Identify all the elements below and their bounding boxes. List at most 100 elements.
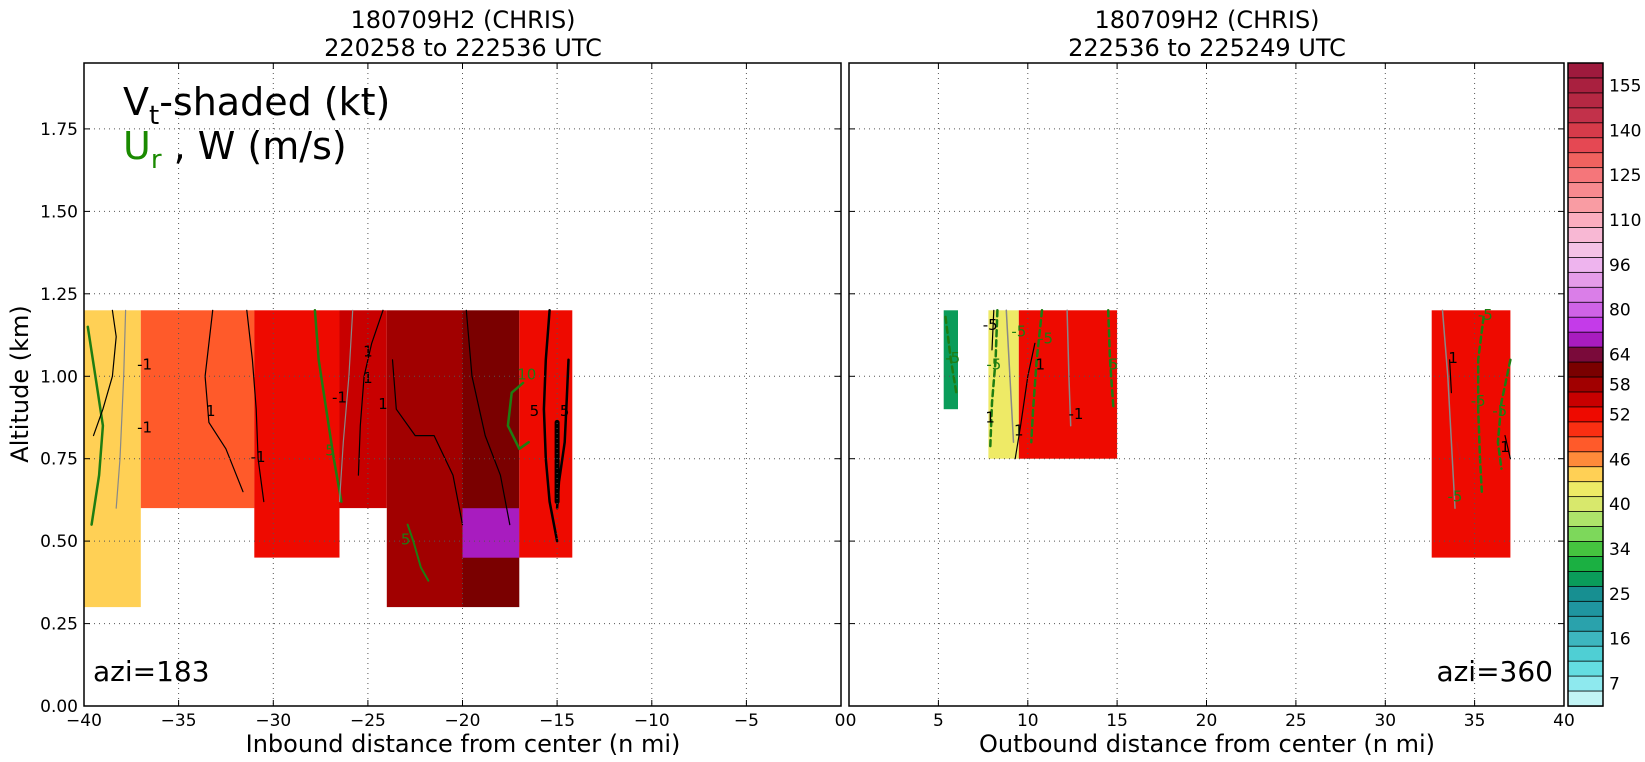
left-x-ticks: −40 −35 −30 −25 −20 −15 −10 −5 0 bbox=[66, 63, 845, 731]
colorbar-cell-105 bbox=[1567, 227, 1604, 244]
left-contour-label-10: 5 bbox=[560, 402, 570, 420]
left-contour-2 bbox=[115, 309, 127, 509]
right-contour-3 bbox=[1106, 309, 1115, 411]
colorbar-cell-40 bbox=[1567, 496, 1604, 513]
colorbar-label-16: 16 bbox=[1609, 630, 1631, 650]
left-contour-label-9: 5 bbox=[530, 402, 540, 420]
colorbar-cell-50 bbox=[1567, 421, 1604, 438]
left-contour-label-1: -1 bbox=[137, 418, 152, 436]
colorbar-cells bbox=[1567, 62, 1604, 707]
left-ytick-label-3: 0.75 bbox=[40, 450, 78, 470]
left-y-ticks: 0.00 0.25 0.50 0.75 1.00 1.25 1.50 1.75 bbox=[40, 120, 841, 717]
colorbar-frame bbox=[1567, 62, 1604, 707]
left-grid bbox=[84, 63, 841, 706]
right-contour-label-0: -5 bbox=[945, 349, 960, 367]
colorbar-cell-110 bbox=[1567, 212, 1604, 229]
colorbar-cell-100 bbox=[1567, 242, 1604, 259]
right-contour-label-7: -5 bbox=[1038, 329, 1053, 347]
y-axis-label: Altitude (km) bbox=[6, 305, 34, 462]
colorbar-cell-55 bbox=[1567, 391, 1604, 408]
left-ytick-label-4: 1.00 bbox=[40, 367, 78, 387]
right-annotation: azi=360 bbox=[1436, 655, 1553, 688]
left-xtick-label-7: −5 bbox=[734, 711, 759, 731]
right-contour-label-13: 1 bbox=[1500, 438, 1510, 456]
right-contour-label-4: -5 bbox=[1011, 323, 1026, 341]
colorbar-label-52: 52 bbox=[1609, 405, 1631, 425]
right-xtick-label-2: 10 bbox=[1017, 711, 1039, 731]
left-ytick-label-0: 0.00 bbox=[40, 697, 78, 717]
colorbar-cell-10 bbox=[1567, 660, 1604, 677]
colorbar-cell-46 bbox=[1567, 451, 1604, 468]
left-xtick-label-1: −35 bbox=[161, 711, 197, 731]
left-contour-0 bbox=[86, 325, 105, 526]
colorbar-label-40: 40 bbox=[1609, 495, 1631, 515]
right-title: 180709H2 (CHRIS) bbox=[1094, 6, 1319, 34]
right-contour-0 bbox=[944, 315, 958, 394]
left-contour-label-3: 1 bbox=[206, 402, 216, 420]
left-contour-label-5: -1 bbox=[332, 389, 347, 407]
colorbar-label-96: 96 bbox=[1609, 256, 1631, 276]
colorbar-cell-7 bbox=[1567, 675, 1604, 692]
right-contour-12 bbox=[1504, 435, 1512, 460]
left-x-axis-label: Inbound distance from center (n mi) bbox=[246, 730, 681, 758]
right-xtick-label-0: 0 bbox=[846, 711, 857, 731]
right-contour-label-11: -5 bbox=[1478, 306, 1493, 324]
left-contour-6 bbox=[338, 309, 354, 503]
right-contour-8 bbox=[1476, 315, 1485, 493]
colorbar-cell-61 bbox=[1567, 361, 1604, 378]
colorbar-cell-145 bbox=[1567, 107, 1604, 124]
left-annotation: azi=183 bbox=[93, 655, 210, 688]
right-grid bbox=[849, 63, 1564, 706]
colorbar-cell-120 bbox=[1567, 182, 1604, 199]
right-contour-label-12: -5 bbox=[1471, 392, 1486, 410]
left-contour-10 bbox=[506, 381, 530, 451]
left-contour-label-8: 5 bbox=[325, 441, 335, 459]
right-subtitle: 222536 to 225249 UTC bbox=[1068, 34, 1346, 62]
colorbar-cell-19 bbox=[1567, 615, 1604, 632]
left-contour-5 bbox=[313, 309, 343, 503]
left-contour-4 bbox=[246, 309, 265, 503]
left-ytick-label-7: 1.75 bbox=[40, 120, 78, 140]
left-xtick-label-3: −25 bbox=[350, 711, 386, 731]
left-xtick-label-8: 0 bbox=[835, 711, 846, 731]
colorbar-cell-31 bbox=[1567, 556, 1604, 573]
right-contour-label-9: 5 bbox=[1109, 356, 1119, 374]
colorbar-cell-36 bbox=[1567, 526, 1604, 543]
colorbar-cell-85 bbox=[1567, 286, 1604, 303]
colorbar-cell-64 bbox=[1567, 346, 1604, 363]
colorbar-cell-52 bbox=[1567, 406, 1604, 423]
left-contour-label-11: 10 bbox=[517, 366, 536, 384]
left-ytick-label-1: 0.25 bbox=[40, 615, 78, 635]
colorbar-label-25: 25 bbox=[1609, 585, 1631, 605]
colorbar-cell-75 bbox=[1567, 316, 1604, 333]
colorbar-cell-13 bbox=[1567, 645, 1604, 662]
right-contour-13 bbox=[1456, 441, 1462, 460]
left-contour-label-12: 5 bbox=[401, 530, 411, 548]
right-contour-5 bbox=[1066, 309, 1072, 427]
right-contour-label-2: -5 bbox=[986, 356, 1001, 374]
left-contour-14 bbox=[406, 523, 430, 582]
right-contour-label-3: 1 bbox=[985, 408, 995, 426]
ur-w-legend-text: Ur , W (m/s) bbox=[123, 124, 347, 175]
right-contours: -5 -5 -5 1 -5 1 1 -5 -1 5 1 -5 -5 1 -5 -5 bbox=[944, 306, 1512, 509]
colorbar: 155 140 125 110 96 80 64 58 52 46 40 34 25 16 7 bbox=[1567, 62, 1641, 707]
right-vt-cell-3 bbox=[1431, 310, 1511, 558]
right-contour-9 bbox=[1496, 358, 1512, 470]
left-contour-1 bbox=[92, 309, 117, 437]
right-contour-10 bbox=[1441, 309, 1456, 509]
colorbar-label-155: 155 bbox=[1609, 76, 1641, 96]
colorbar-cell-28 bbox=[1567, 571, 1604, 588]
colorbar-cell-155 bbox=[1567, 77, 1604, 94]
left-contour-3 bbox=[204, 309, 244, 493]
right-xtick-label-1: 5 bbox=[933, 711, 944, 731]
colorbar-cell-80 bbox=[1567, 301, 1604, 318]
colorbar-labels: 155 140 125 110 96 80 64 58 52 46 40 34 25 16 7 bbox=[1609, 76, 1641, 694]
right-contour-7 bbox=[1014, 342, 1036, 460]
colorbar-cell-44 bbox=[1567, 466, 1604, 483]
left-contour-9 bbox=[465, 309, 511, 526]
left-contour-label-0: -1 bbox=[137, 356, 152, 374]
left-vt-cell-6 bbox=[462, 508, 520, 558]
right-contour-6 bbox=[991, 309, 995, 351]
right-xtick-label-7: 35 bbox=[1464, 711, 1486, 731]
right-xtick-label-3: 15 bbox=[1106, 711, 1128, 731]
